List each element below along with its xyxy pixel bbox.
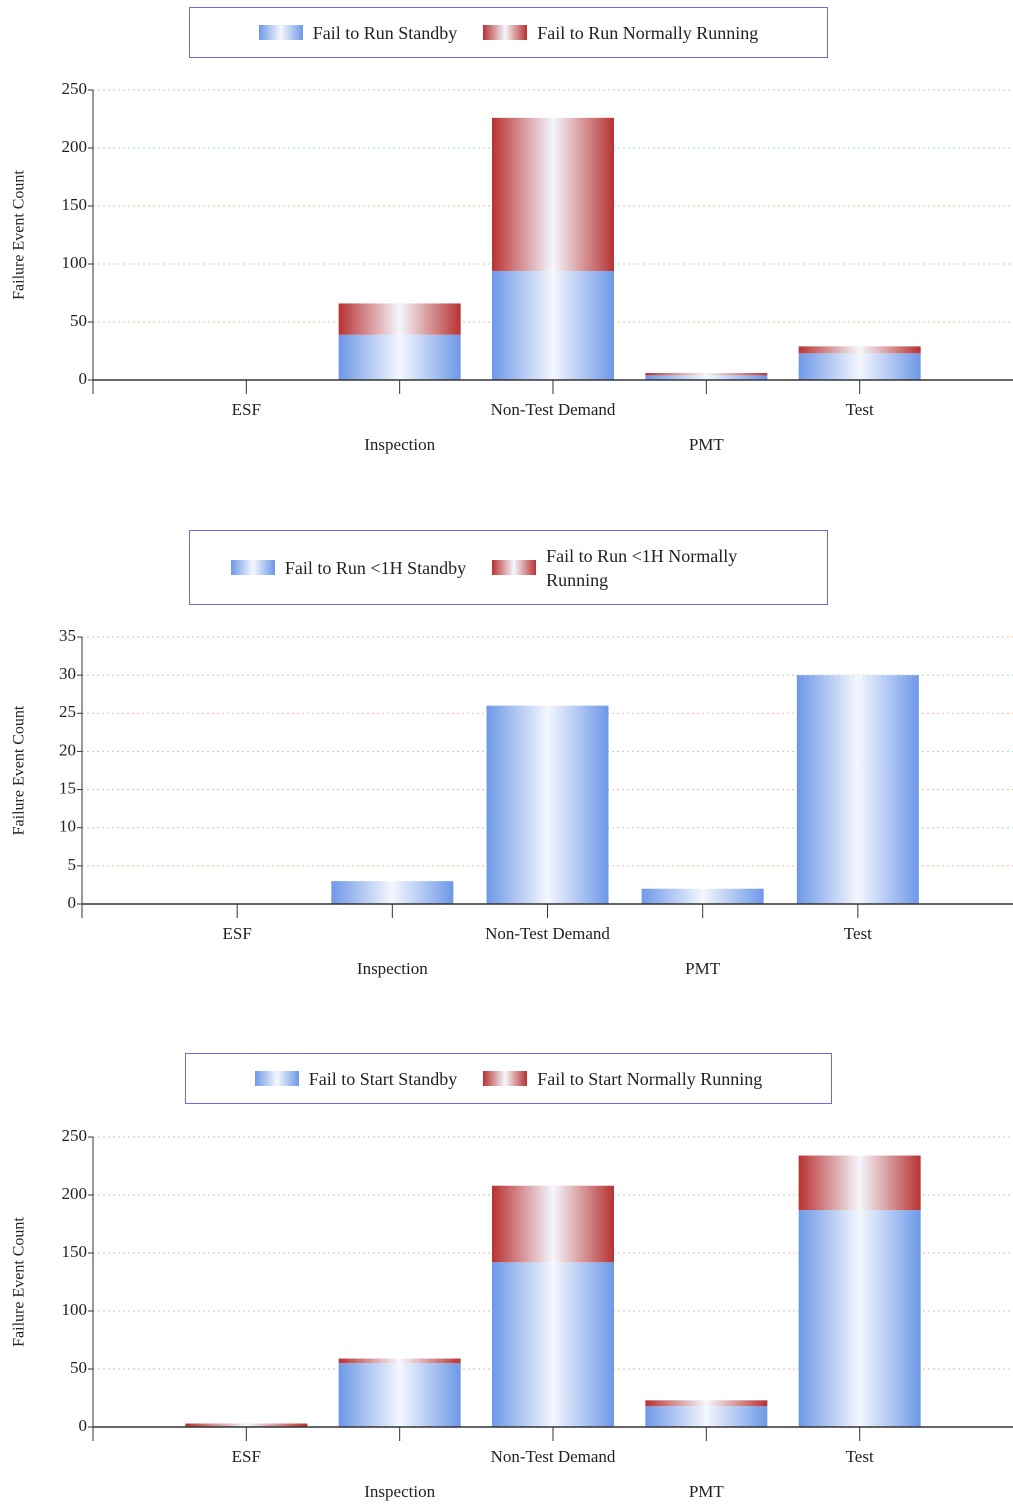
legend-swatch <box>258 25 303 40</box>
bar <box>492 1262 614 1427</box>
bar <box>492 117 614 271</box>
y-tick-label: 250 <box>62 79 88 98</box>
legend-label: Fail to Start Normally Running <box>537 1068 763 1089</box>
bar <box>338 1358 461 1364</box>
legend-swatch <box>483 1071 528 1086</box>
bar <box>645 375 768 380</box>
bar <box>492 1185 614 1263</box>
bar <box>338 1363 461 1427</box>
bar <box>492 270 614 380</box>
y-tick-label: 50 <box>70 311 87 330</box>
bar <box>338 334 461 380</box>
y-tick-label: 10 <box>59 817 76 836</box>
y-tick-label: 35 <box>59 626 76 645</box>
legend: Fail to Run <1H Standby Fail to Run <1H N… <box>189 530 828 605</box>
y-tick-label: 250 <box>62 1126 88 1145</box>
y-tick-label: 150 <box>62 195 88 214</box>
x-tick-label: Test <box>844 924 872 943</box>
y-tick-label: 0 <box>68 893 77 912</box>
legend-item: Fail to Start Standby <box>254 1067 458 1091</box>
legend-item: Fail to Run <1H Normally Running <box>492 544 786 592</box>
y-axis-label: Failure Event Count <box>11 170 28 300</box>
legend-item: Fail to Start Normally Running <box>483 1067 762 1091</box>
x-tick-label: PMT <box>685 959 721 978</box>
x-tick-label: ESF <box>232 400 261 419</box>
x-tick-label: Test <box>846 1447 874 1466</box>
legend-label: Fail to Run <1H Standby <box>284 557 467 578</box>
legend-swatch <box>254 1071 299 1086</box>
bar <box>798 346 921 354</box>
y-tick-label: 0 <box>79 1416 88 1435</box>
x-tick-label: Test <box>846 400 874 419</box>
bar <box>798 353 921 380</box>
bar <box>338 303 461 335</box>
legend-label: Fail to Run Standby <box>312 22 458 43</box>
y-tick-label: 0 <box>79 369 88 388</box>
legend-label: Fail to Start Standby <box>308 1068 458 1089</box>
x-tick-label: Non-Test Demand <box>491 1447 616 1466</box>
x-tick-label: Non-Test Demand <box>485 924 610 943</box>
y-axis-label: Failure Event Count <box>11 1217 28 1347</box>
x-tick-label: ESF <box>232 1447 261 1466</box>
x-tick-label: PMT <box>689 435 725 454</box>
y-tick-label: 25 <box>59 702 76 721</box>
legend: Fail to Run Standby Fail to Run Normally … <box>189 7 828 58</box>
bar <box>645 373 768 376</box>
bar <box>796 675 919 904</box>
y-tick-label: 30 <box>59 664 76 683</box>
x-tick-label: ESF <box>223 924 252 943</box>
legend-item: Fail to Run Normally Running <box>483 21 758 45</box>
bar <box>798 1155 921 1211</box>
x-tick-label: Inspection <box>357 959 428 978</box>
legend-swatch <box>483 25 528 40</box>
x-tick-label: PMT <box>689 1482 725 1501</box>
y-tick-label: 15 <box>59 778 76 797</box>
legend-label: Fail to Run Normally Running <box>537 22 759 43</box>
bar <box>645 1400 768 1407</box>
bar <box>645 1406 768 1427</box>
y-tick-label: 50 <box>70 1358 87 1377</box>
legend-swatch <box>492 560 537 575</box>
y-tick-label: 100 <box>62 253 88 272</box>
bar <box>641 888 764 904</box>
legend-item: Fail to Run Standby <box>258 21 458 45</box>
y-tick-label: 5 <box>68 855 77 874</box>
legend: Fail to Start Standby Fail to Start Norma… <box>185 1053 832 1104</box>
y-tick-label: 20 <box>59 740 76 759</box>
legend-item: Fail to Run <1H Standby <box>230 556 467 580</box>
legend-swatch <box>230 560 275 575</box>
y-tick-label: 200 <box>62 1184 88 1203</box>
bar <box>486 705 609 904</box>
bar <box>185 1423 308 1427</box>
bar <box>798 1210 921 1427</box>
bar <box>331 881 454 904</box>
y-tick-label: 100 <box>62 1300 88 1319</box>
x-tick-label: Non-Test Demand <box>491 400 616 419</box>
x-tick-label: Inspection <box>364 1482 435 1501</box>
legend-label: Fail to Run <1H Normally Running <box>546 545 738 590</box>
x-tick-label: Inspection <box>364 435 435 454</box>
y-axis-label: Failure Event Count <box>11 705 28 835</box>
y-tick-label: 150 <box>62 1242 88 1261</box>
y-tick-label: 200 <box>62 137 88 156</box>
